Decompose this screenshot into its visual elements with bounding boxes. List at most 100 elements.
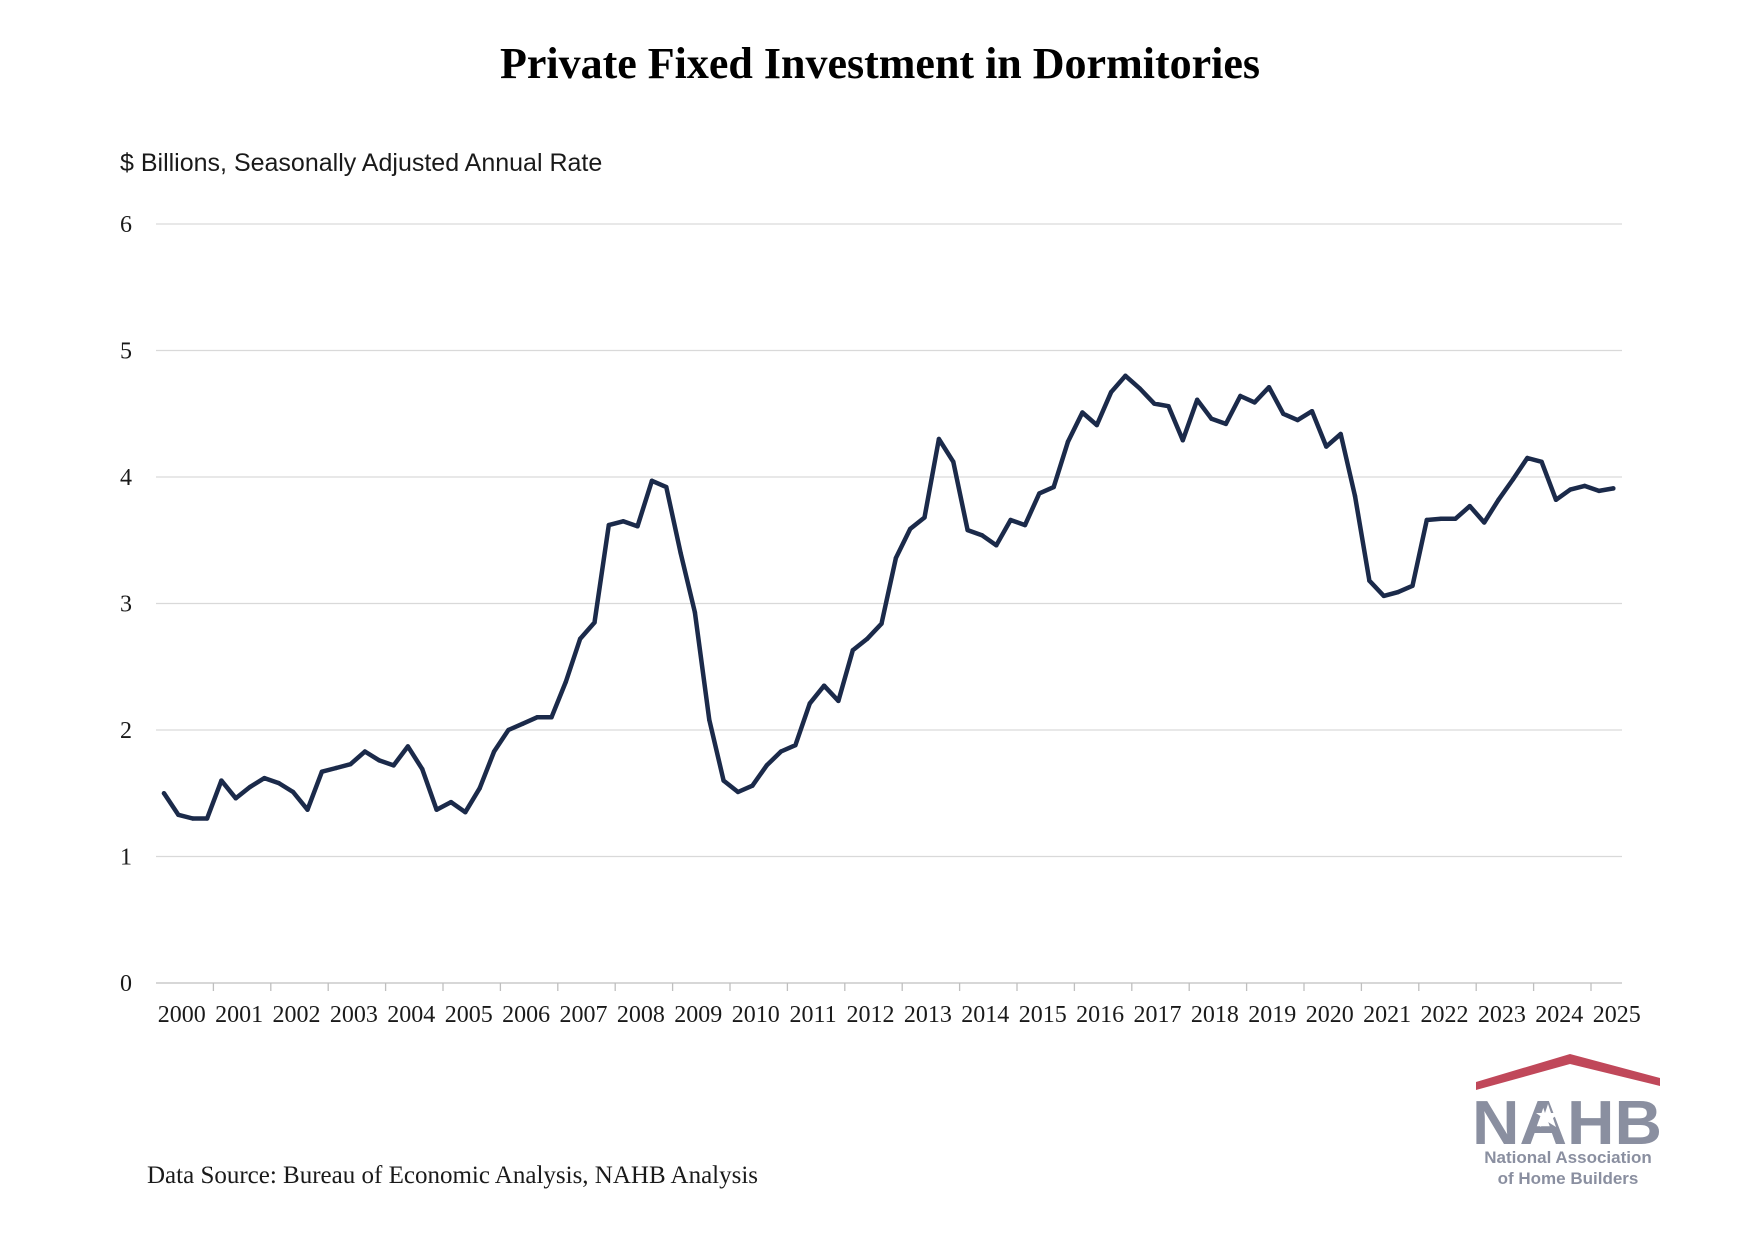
data-point [549, 715, 554, 720]
roof-icon [1476, 1054, 1660, 1090]
data-point [606, 522, 611, 528]
y-tick-label: 2 [120, 718, 132, 744]
data-point [448, 799, 454, 805]
data-point [1309, 409, 1315, 414]
data-point [778, 749, 784, 754]
data-point [247, 784, 253, 790]
data-point [1008, 517, 1013, 523]
data-point [1438, 516, 1444, 521]
data-point [707, 717, 712, 723]
x-axis [156, 982, 1622, 991]
data-point [1022, 522, 1028, 528]
data-point [1223, 421, 1229, 427]
data-point [1238, 393, 1243, 399]
x-tick-label: 2019 [1248, 1002, 1296, 1028]
x-tick-label: 2008 [617, 1002, 665, 1028]
x-tick-label: 2000 [158, 1002, 206, 1028]
x-axis-ticks: 2000 2001 2002 2003 2004 2005 2006 2007 2008 2009… [158, 1002, 1641, 1028]
star-icon [1536, 1104, 1560, 1127]
y-axis-unit-label: $ Billions, Seasonally Adjusted Annual R… [120, 149, 602, 177]
gridlines [156, 223, 1622, 858]
data-point [635, 524, 640, 529]
data-point [319, 769, 325, 774]
data-point [1252, 400, 1257, 405]
x-tick-label: 2006 [502, 1002, 550, 1028]
data-point [1324, 444, 1329, 449]
data-point [821, 683, 827, 688]
x-tick-label: 2014 [961, 1002, 1009, 1028]
data-point [1410, 583, 1415, 588]
data-source-note: Data Source: Bureau of Economic Analysis… [147, 1162, 758, 1189]
data-point [334, 765, 339, 771]
data-point [348, 762, 353, 767]
data-point [1467, 503, 1473, 509]
data-point [1180, 438, 1186, 443]
data-point [491, 749, 497, 754]
y-tick-label: 5 [120, 339, 132, 365]
data-point [1281, 411, 1286, 416]
data-point [678, 550, 683, 556]
data-point [1496, 497, 1501, 502]
data-point [1137, 386, 1143, 391]
data-point [994, 543, 999, 548]
x-tick-label: 2002 [273, 1002, 321, 1028]
data-point [1123, 373, 1128, 378]
x-tick-label: 2022 [1421, 1002, 1469, 1028]
y-tick-label: 6 [120, 212, 132, 238]
x-tick-label: 2017 [1134, 1002, 1182, 1028]
data-point [477, 786, 482, 791]
x-tick-label: 2001 [215, 1002, 263, 1028]
data-point [290, 789, 296, 795]
data-point [1453, 516, 1458, 521]
data-point [936, 436, 942, 442]
data-point [1295, 417, 1300, 423]
data-point [1065, 439, 1071, 444]
data-point [176, 812, 181, 817]
data-point [1381, 593, 1387, 599]
data-point [1195, 397, 1200, 402]
data-point [1596, 488, 1602, 494]
data-point [434, 807, 439, 812]
x-tick-label: 2015 [1019, 1002, 1067, 1028]
data-point [1482, 520, 1487, 525]
data-point [276, 780, 281, 786]
data-point [1094, 422, 1100, 428]
x-tick-label: 2005 [445, 1002, 493, 1028]
data-point [951, 459, 956, 464]
series-line [161, 373, 1616, 821]
data-point [979, 533, 985, 538]
data-point [1037, 491, 1042, 496]
data-point [1424, 517, 1430, 523]
y-tick-label: 3 [120, 592, 132, 618]
data-point [1510, 477, 1516, 482]
data-point [1108, 390, 1114, 395]
data-point [463, 810, 468, 815]
x-tick-label: 2016 [1076, 1002, 1124, 1028]
x-tick-label: 2007 [560, 1002, 608, 1028]
x-tick-label: 2009 [674, 1002, 722, 1028]
data-point [1209, 416, 1214, 421]
chart-title: Private Fixed Investment in Dormitories [500, 39, 1260, 88]
data-point [563, 679, 568, 685]
data-point [190, 816, 195, 821]
data-point [836, 698, 841, 704]
data-point [1611, 486, 1616, 491]
data-point [1338, 431, 1343, 437]
data-point [864, 636, 870, 642]
data-point [534, 715, 540, 720]
data-point [1525, 455, 1530, 461]
data-point [664, 484, 669, 490]
x-tick-label: 2018 [1191, 1002, 1239, 1028]
x-tick-label: 2020 [1306, 1002, 1354, 1028]
data-point [161, 791, 167, 796]
x-tick-label: 2012 [847, 1002, 895, 1028]
x-tick-label: 2011 [790, 1002, 837, 1028]
data-point [262, 775, 267, 781]
data-point [692, 610, 698, 615]
data-point [1395, 589, 1401, 595]
logo-mark: NAHB [1472, 1089, 1662, 1158]
data-point [1553, 497, 1559, 502]
data-point [922, 515, 927, 520]
data-point [420, 767, 425, 772]
